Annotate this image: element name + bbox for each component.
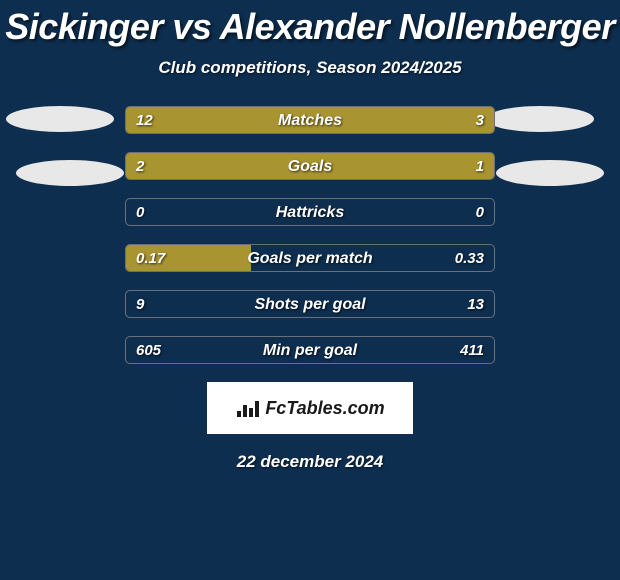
- stat-row: 913Shots per goal: [125, 290, 495, 318]
- metric-label: Goals: [126, 153, 494, 180]
- subtitle: Club competitions, Season 2024/2025: [0, 58, 620, 78]
- metric-label: Matches: [126, 107, 494, 134]
- metric-label: Goals per match: [126, 245, 494, 272]
- page-title: Sickinger vs Alexander Nollenberger: [0, 0, 620, 48]
- stat-row: 123Matches: [125, 106, 495, 134]
- metric-label: Shots per goal: [126, 291, 494, 318]
- logo-text: FcTables.com: [265, 398, 384, 419]
- rows-container: 123Matches 21Goals 00Hattricks 0.170.33Goal…: [0, 106, 620, 364]
- metric-label: Hattricks: [126, 199, 494, 226]
- stat-row: 0.170.33Goals per match: [125, 244, 495, 272]
- stat-row: 21Goals: [125, 152, 495, 180]
- player-left-avatar-head: [6, 106, 114, 132]
- comparison-chart: 123Matches 21Goals 00Hattricks 0.170.33Goal…: [0, 106, 620, 364]
- metric-label: Min per goal: [126, 337, 494, 364]
- fctables-logo: FcTables.com: [207, 382, 413, 434]
- player-left-avatar-body: [16, 160, 124, 186]
- stat-row: 605411Min per goal: [125, 336, 495, 364]
- logo-bars-icon: [235, 397, 261, 419]
- stat-row: 00Hattricks: [125, 198, 495, 226]
- player-right-avatar-head: [486, 106, 594, 132]
- player-right-avatar-body: [496, 160, 604, 186]
- date-label: 22 december 2024: [0, 452, 620, 472]
